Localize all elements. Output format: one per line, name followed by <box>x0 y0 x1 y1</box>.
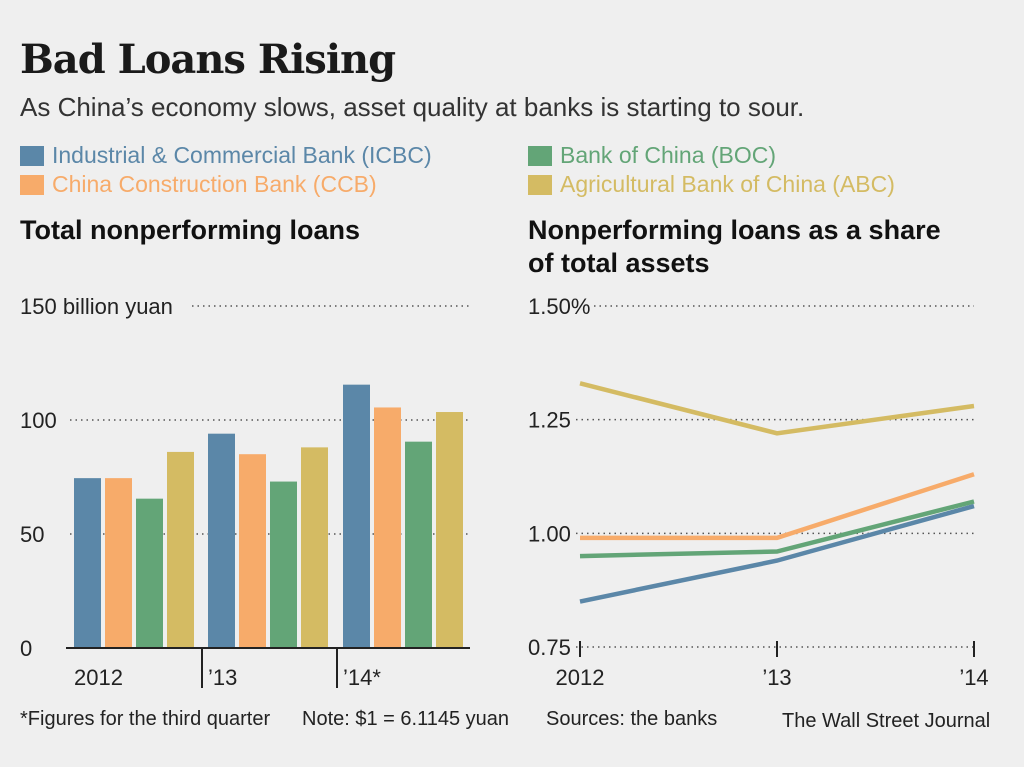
legend-swatch-icbc <box>20 145 44 166</box>
line-x-tick-label: ’14 <box>959 665 988 690</box>
line-y-tick-label: 1.25 <box>528 408 571 433</box>
bar-2-2 <box>405 441 432 648</box>
bar-0-1 <box>105 478 132 648</box>
bar-x-tick-label: ’14* <box>343 665 381 690</box>
line-chart: 1.50% 1.25 1.00 0.75 2012 ’13 ’14 <box>528 294 989 690</box>
bar-2-0 <box>343 384 370 648</box>
line-x-tick-label: 2012 <box>556 665 605 690</box>
bar-x-tick-label: 2012 <box>74 665 123 690</box>
bar-y-tick-label: 150 billion yuan <box>20 294 173 319</box>
legend-swatch-abc <box>528 174 552 195</box>
legend-item-abc: Agricultural Bank of China (ABC) <box>528 171 895 198</box>
bar-1-0 <box>208 433 235 648</box>
line-series-3 <box>579 381 975 436</box>
bar-y-tick-label: 0 <box>20 636 32 661</box>
legend-item-boc: Bank of China (BOC) <box>528 142 776 169</box>
legend-swatch-ccb <box>20 174 44 195</box>
bar-chart: 150 billion yuan 100 50 0 2012 ’13 ’14* <box>20 294 470 690</box>
legend-item-icbc: Industrial & Commercial Bank (ICBC) <box>20 142 432 169</box>
bar-1-1 <box>239 454 266 648</box>
bar-x-tick-label: ’13 <box>208 665 237 690</box>
bar-2-3 <box>436 412 463 648</box>
line-x-tick-label: ’13 <box>762 665 791 690</box>
footnote-credit: The Wall Street Journal <box>782 710 991 732</box>
bar-0-0 <box>74 478 101 648</box>
bar-0-2 <box>136 498 163 648</box>
footnote-exchange-rate: Note: $1 = 6.1145 yuan <box>302 708 510 730</box>
bar-1-2 <box>270 481 297 648</box>
line-y-tick-label: 1.50% <box>528 294 590 319</box>
chart-subtitle: As China’s economy slows, asset quality … <box>20 92 805 122</box>
line-series-2 <box>579 499 975 559</box>
legend-label-boc: Bank of China (BOC) <box>560 142 777 168</box>
footnote-sources: Sources: the banks <box>546 708 718 730</box>
legend-swatch-boc <box>528 145 552 166</box>
line-series-1 <box>580 472 975 541</box>
legend-label-icbc: Industrial & Commercial Bank (ICBC) <box>52 142 432 168</box>
line-chart-title: Nonperforming loans as a share of total … <box>528 215 941 278</box>
bar-chart-title: Total nonperforming loans <box>20 215 360 245</box>
legend-label-abc: Agricultural Bank of China (ABC) <box>560 171 895 197</box>
line-y-tick-label: 0.75 <box>528 635 571 660</box>
bar-y-tick-label: 100 <box>20 408 57 433</box>
bar-y-tick-label: 50 <box>20 522 44 547</box>
bar-2-1 <box>374 407 401 648</box>
bar-0-3 <box>167 451 194 648</box>
footnote-third-quarter: *Figures for the third quarter <box>20 708 271 730</box>
chart-title: Bad Loans Rising <box>20 36 396 83</box>
legend-label-ccb: China Construction Bank (CCB) <box>52 171 377 197</box>
line-y-tick-label: 1.00 <box>528 521 571 546</box>
bar-1-3 <box>301 447 328 648</box>
line-series-0 <box>579 503 975 604</box>
legend-item-ccb: China Construction Bank (CCB) <box>20 171 377 198</box>
